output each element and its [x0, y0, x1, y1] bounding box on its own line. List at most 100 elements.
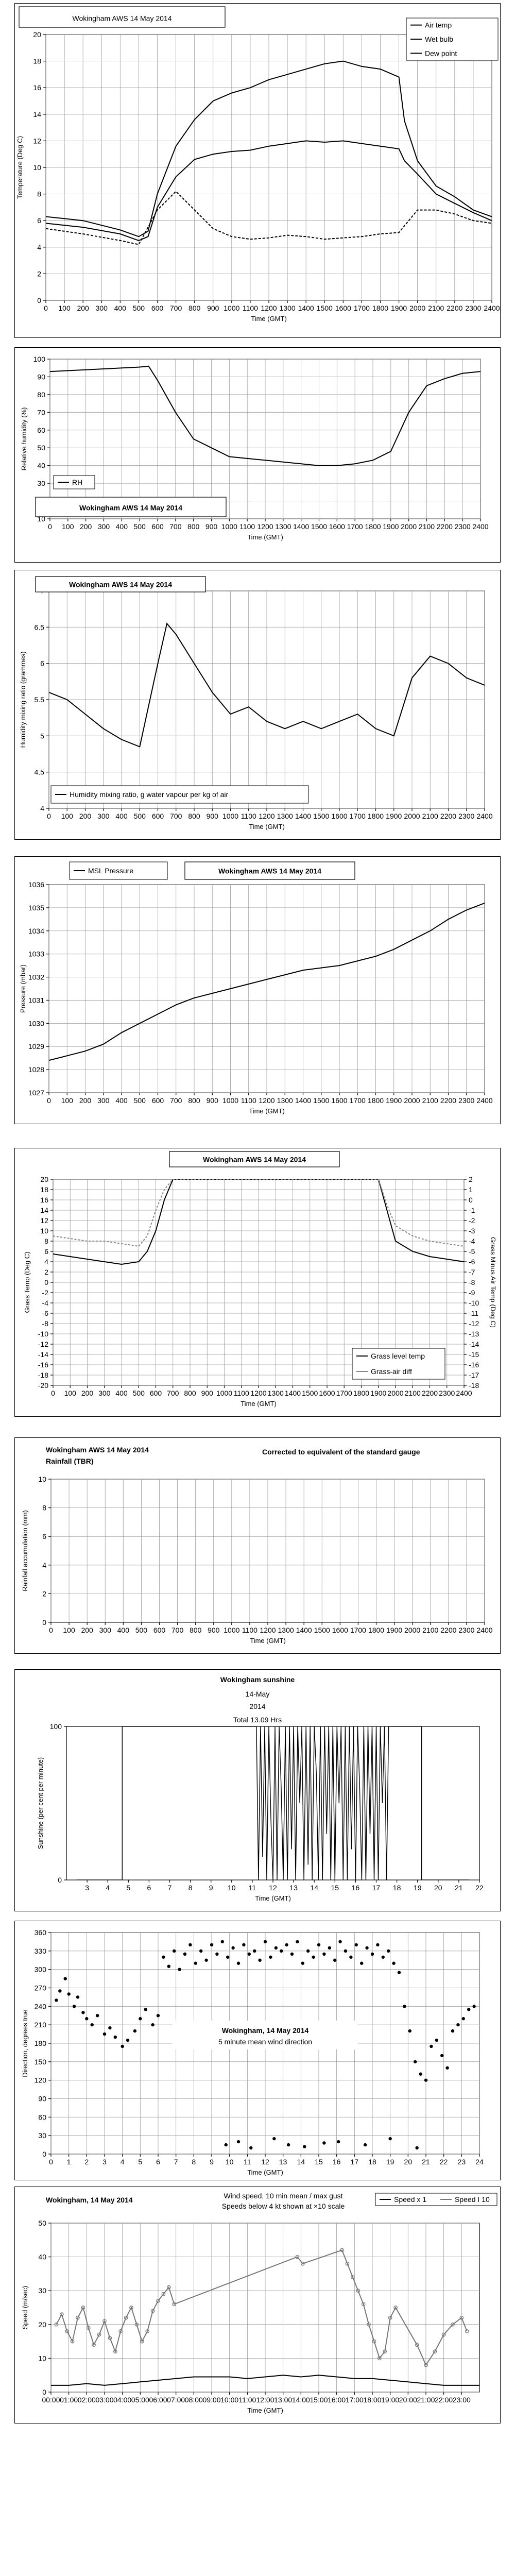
y-tick-label: 2 — [42, 1589, 46, 1598]
y-tick-label: 30 — [37, 479, 45, 487]
x-tick-label: 2400 — [456, 1389, 472, 1397]
x-tick-label: 1200 — [257, 522, 273, 531]
data-point — [215, 1952, 219, 1956]
chart-title: Wokingham AWS 14 May 2014 — [69, 580, 172, 588]
data-point — [81, 2306, 85, 2310]
data-point — [258, 1958, 262, 1962]
y-tick-label: 12 — [33, 137, 41, 145]
chart-subtitle: Wind speed, 10 min mean / max gust — [224, 2192, 342, 2200]
data-point — [167, 1964, 170, 1968]
x-tick-label: 2200 — [422, 1389, 438, 1397]
x-tick-label: 2100 — [422, 812, 438, 820]
x-tick-label: 600 — [152, 1096, 164, 1105]
x-tick-label: 1500 — [314, 1626, 330, 1634]
x-tick-label: 100 — [61, 812, 74, 820]
data-point — [392, 1961, 396, 1965]
data-point — [280, 1949, 283, 1953]
y-tick-label: 6.5 — [35, 623, 45, 631]
x-tick-label: 300 — [99, 1626, 112, 1634]
x-axis-label: Time (GMT) — [241, 1400, 277, 1408]
x-tick-label: 23:00 — [453, 2396, 471, 2404]
data-point — [472, 2005, 476, 2008]
y-tick-label: 300 — [35, 1965, 47, 1974]
y-tick-label: 240 — [35, 2002, 47, 2010]
data-point — [129, 2306, 133, 2310]
y-tick-label: 4 — [42, 1561, 46, 1569]
x-tick-label: 1300 — [280, 304, 296, 312]
y-tick-label: 30 — [38, 2131, 46, 2140]
y-tick-label: 6 — [37, 216, 41, 225]
x-tick-label: 13 — [279, 2158, 287, 2166]
chart-note: Speeds below 4 kt shown at ×10 scale — [222, 2202, 345, 2210]
data-point — [95, 2014, 99, 2018]
x-tick-label: 1700 — [350, 1096, 366, 1105]
x-axis-label: Time (GMT) — [255, 1894, 291, 1902]
y-tick-label: 90 — [37, 372, 45, 381]
data-point — [459, 2315, 464, 2320]
x-tick-label: 2100 — [422, 1626, 438, 1634]
x-tick-label: 1100 — [239, 522, 255, 531]
data-point — [451, 2029, 455, 2033]
x-tick-label: 8 — [192, 2158, 196, 2166]
x-tick-label: 2300 — [465, 304, 481, 312]
x-tick-label: 2000 — [409, 304, 425, 312]
y-axis-label: Relative humidity (%) — [20, 408, 28, 471]
x-tick-label: 700 — [169, 522, 182, 531]
x-tick-label: 1000 — [222, 812, 238, 820]
title-box — [169, 1151, 340, 1167]
chart-svg: 0 100 200 300 400 500 600 700 800 900 1000 1100 1200… — [19, 576, 493, 831]
y-tick-label: 4 — [37, 243, 41, 251]
y-tick-label: 70 — [37, 408, 45, 416]
chart-temperature: 0 100 200 300 400 500 600 700 800 900 1000 1100 1200… — [14, 3, 501, 338]
x-tick-label: 2100 — [405, 1389, 421, 1397]
y2-tick-label: -8 — [469, 1278, 475, 1286]
x-tick-label: 20 — [404, 2158, 413, 2166]
series-line — [51, 2375, 479, 2386]
x-tick-label: 1000 — [224, 1626, 239, 1634]
x-tick-label: 15 — [315, 2158, 323, 2166]
x-tick-label: 1700 — [354, 304, 370, 312]
y2-tick-label: -14 — [469, 1340, 479, 1348]
data-point — [328, 1946, 331, 1950]
x-tick-label: 8 — [188, 1884, 193, 1892]
x-tick-label: 1600 — [332, 1626, 348, 1634]
x-tick-label: 100 — [58, 304, 71, 312]
data-point — [67, 1992, 71, 1996]
y-tick-label: 0 — [37, 296, 41, 304]
x-tick-label: 1600 — [331, 1096, 347, 1105]
y-tick-label: 14 — [33, 110, 41, 118]
x-tick-label: 2100 — [428, 304, 444, 312]
data-point — [322, 2141, 326, 2145]
x-tick-label: 1100 — [241, 812, 256, 820]
x-tick-label: 1900 — [391, 304, 407, 312]
x-tick-label: 10 — [226, 2158, 234, 2166]
x-tick-label: 600 — [151, 522, 164, 531]
data-point — [376, 1943, 380, 1947]
y-tick-label: 0 — [44, 1278, 48, 1286]
data-point — [388, 2315, 392, 2320]
y-axis-label: Temperature (Deg C) — [16, 136, 24, 199]
x-tick-label: 1200 — [260, 1626, 276, 1634]
data-point — [263, 1940, 267, 1944]
legend-label: Grass level temp — [371, 1352, 425, 1360]
y-tick-label: -8 — [42, 1319, 49, 1328]
x-tick-label: 2200 — [440, 812, 456, 820]
y-tick-label: 5 — [40, 732, 44, 740]
x-axis-label: Time (GMT) — [247, 533, 283, 541]
x-tick-label: 18 — [368, 2158, 376, 2166]
data-point — [295, 2255, 300, 2259]
chart-title: Wokingham, 14 May 2014 — [222, 2026, 309, 2035]
y2-tick-label: -1 — [469, 1206, 475, 1214]
y-tick-label: -6 — [42, 1309, 49, 1317]
x-tick-label: 1300 — [275, 522, 291, 531]
y-tick-label: 18 — [40, 1185, 48, 1194]
chart-svg: 0 100 200 300 400 500 600 700 800 900 1000 1100 1200… — [19, 861, 493, 1115]
x-tick-label: 15 — [331, 1884, 339, 1892]
chart-grass-temp: 0 100 200 300 400 500 600 700 800 900 1000 1100 1200… — [14, 1148, 501, 1417]
chart-subtitle: 5 minute mean wind direction — [218, 2038, 312, 2046]
chart-title: Wokingham AWS 14 May 2014 — [218, 867, 321, 875]
x-tick-label: 09:00 — [202, 2396, 220, 2404]
x-tick-label: 01:00 — [60, 2396, 78, 2404]
x-tick-label: 04:00 — [113, 2396, 131, 2404]
data-point — [467, 2008, 471, 2011]
